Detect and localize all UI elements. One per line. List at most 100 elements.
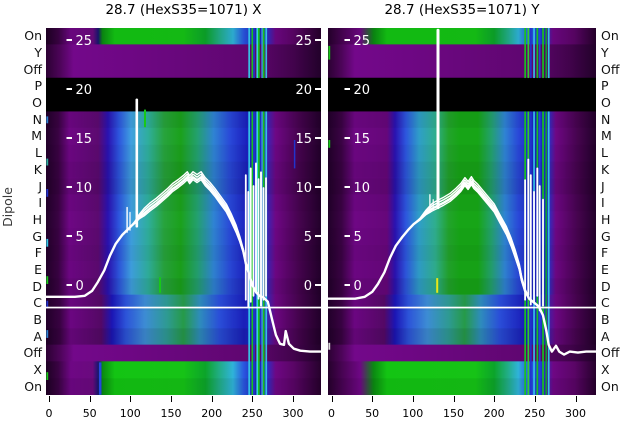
- row-label-l: L: [35, 145, 42, 161]
- row-label-off: Off: [601, 345, 620, 361]
- row-shade: [328, 262, 596, 279]
- heatmap-row: [328, 61, 596, 79]
- x-axis-tick: [453, 396, 455, 402]
- edge-tick: [46, 300, 49, 309]
- row-shade: [328, 328, 596, 345]
- x-axis-tick: [494, 396, 496, 402]
- edge-tick: [46, 330, 49, 338]
- row-shade: [46, 294, 321, 312]
- x-axis-tick-label: 250: [241, 407, 263, 420]
- inner-tick-label: 25: [354, 34, 371, 49]
- inner-tick-label: 0: [304, 279, 312, 294]
- inner-tick-label: 10: [295, 181, 312, 196]
- reference-line: [46, 306, 321, 309]
- row-label-p: P: [601, 78, 609, 94]
- heatmap-row: [46, 344, 321, 362]
- row-shade: [46, 312, 321, 329]
- x-axis-tick-label: 50: [82, 407, 97, 420]
- row-shade: [46, 228, 321, 245]
- inner-tick-label: 0: [76, 279, 84, 294]
- inner-tick-label: 0: [354, 279, 362, 294]
- row-label-off: Off: [23, 345, 42, 361]
- heatmap-row: [328, 211, 596, 229]
- reference-line: [328, 306, 596, 309]
- x-axis-tick-label: 300: [565, 407, 586, 420]
- row-label-o: O: [601, 95, 611, 111]
- row-label-on: On: [601, 28, 619, 44]
- data-stripe: [547, 28, 550, 395]
- row-label-k: K: [33, 161, 42, 177]
- row-label-k: K: [601, 161, 610, 177]
- heatmap-row: [46, 211, 321, 229]
- row-shade: [328, 378, 596, 395]
- row-label-n: N: [601, 111, 611, 127]
- x-axis-tick: [534, 396, 536, 402]
- inner-tick-label: 10: [76, 181, 93, 196]
- row-shade: [46, 378, 321, 395]
- row-shade: [46, 195, 321, 212]
- edge-tick: [328, 342, 331, 350]
- row-label-x: X: [33, 362, 42, 377]
- inner-tick-label: 15: [295, 132, 312, 147]
- inner-tick-dash: [66, 39, 72, 41]
- inner-tick-label: 5: [76, 230, 84, 245]
- inner-tick-label: 10: [354, 181, 371, 196]
- inner-tick-dash: [66, 137, 72, 139]
- x-axis-tick: [89, 396, 91, 402]
- inner-tick-dash: [315, 186, 321, 188]
- row-shade: [328, 145, 596, 162]
- row-shade: [46, 111, 321, 129]
- row-shade: [328, 195, 596, 212]
- row-label-f: F: [34, 245, 42, 261]
- row-label-m: M: [31, 128, 42, 144]
- highlight-band-black: [328, 78, 596, 112]
- row-label-y: Y: [601, 45, 609, 60]
- inner-tick-dash: [66, 186, 72, 188]
- row-label-c: C: [601, 295, 610, 311]
- inner-tick-dash: [66, 284, 72, 286]
- row-shade: [328, 278, 596, 295]
- row-label-l: L: [601, 145, 608, 161]
- heatmap-panel-y: 25 20 15 10 5 0: [328, 28, 596, 395]
- x-axis-tick: [331, 396, 333, 402]
- inner-tick-label: 20: [295, 83, 312, 98]
- x-axis-tick: [252, 396, 254, 402]
- row-label-h: H: [601, 211, 611, 227]
- inner-tick-label: 20: [354, 83, 371, 98]
- row-shade: [46, 278, 321, 295]
- row-label-b: B: [33, 311, 42, 327]
- row-label-c: C: [33, 295, 42, 311]
- inner-tick-dash: [315, 88, 321, 90]
- inner-tick-dash: [344, 235, 350, 237]
- heatmap-row: [46, 361, 321, 379]
- row-label-on: On: [24, 378, 42, 394]
- row-label-g: G: [32, 228, 42, 244]
- row-shade: [46, 244, 321, 262]
- heatmap-row: [46, 61, 321, 79]
- edge-tick: [46, 158, 49, 166]
- row-shade: [328, 294, 596, 312]
- row-label-e: E: [34, 261, 42, 277]
- edge-tick: [46, 276, 49, 284]
- profile-curve: [328, 180, 596, 356]
- inner-tick-dash: [344, 284, 350, 286]
- x-axis-tick: [372, 396, 374, 402]
- inner-tick-label: 15: [76, 132, 93, 147]
- x-axis-tick-label: 200: [201, 407, 223, 420]
- inner-tick-dash: [344, 137, 350, 139]
- x-axis-tick: [130, 396, 132, 402]
- row-shade: [328, 244, 596, 262]
- row-label-b: B: [601, 311, 610, 327]
- panel-title-x: 28.7 (HexS35=1071) X: [105, 2, 262, 18]
- row-label-f: F: [601, 245, 609, 261]
- row-label-m: M: [601, 128, 612, 144]
- heatmap-row: [328, 361, 596, 379]
- edge-tick: [328, 140, 331, 148]
- inner-tick-dash: [66, 235, 72, 237]
- row-label-p: P: [34, 78, 42, 94]
- row-shade: [46, 145, 321, 162]
- row-label-on: On: [24, 28, 42, 44]
- row-shade: [328, 228, 596, 245]
- data-stripe: [261, 28, 263, 395]
- x-axis-tick-label: 50: [365, 407, 380, 420]
